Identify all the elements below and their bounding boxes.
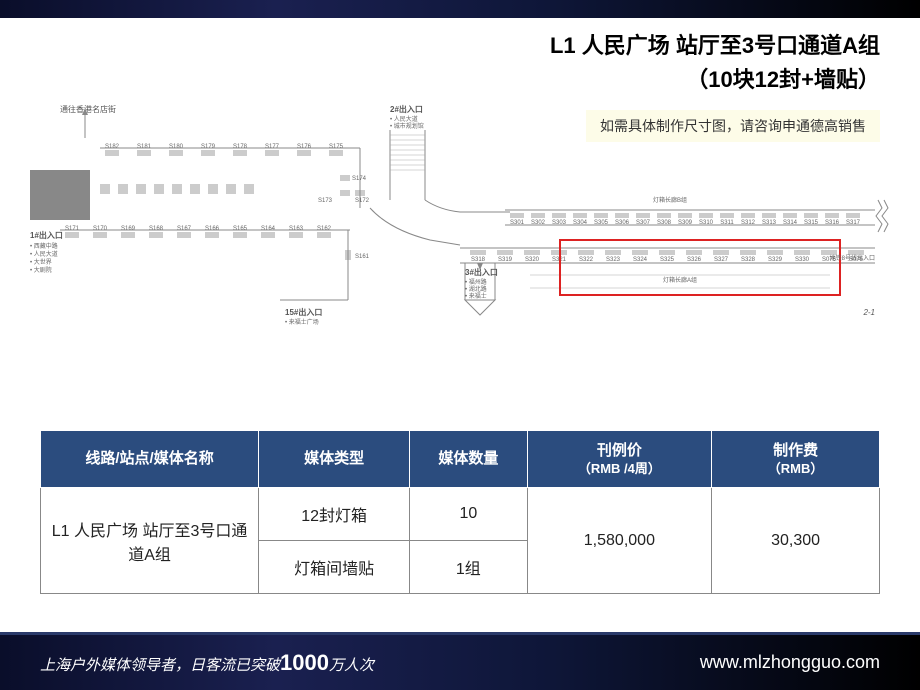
cell-qty2: 1组 (410, 541, 527, 594)
svg-text:S167: S167 (177, 226, 192, 232)
svg-text:S166: S166 (205, 226, 220, 232)
svg-text:S169: S169 (121, 226, 136, 232)
cell-type2: 灯箱间墙贴 (259, 541, 410, 594)
svg-text:S329: S329 (768, 257, 783, 263)
svg-text:S316: S316 (825, 220, 840, 226)
exit2-label: 2#出入口 (390, 104, 423, 114)
page-marker: 2-1 (862, 308, 875, 317)
svg-text:S168: S168 (149, 226, 164, 232)
th-qty: 媒体数量 (410, 431, 527, 488)
svg-text:S311: S311 (720, 220, 734, 226)
svg-text:S181: S181 (137, 144, 152, 150)
svg-text:S326: S326 (687, 257, 702, 263)
line8-label: 地铁8号线出入口 (830, 254, 875, 262)
svg-text:S305: S305 (594, 220, 609, 226)
top-gradient (0, 0, 920, 18)
footer: 上海户外媒体领导者，日客流已突破1000万人次 www.mlzhongguo.c… (0, 632, 920, 690)
svg-text:• 大世界: • 大世界 (30, 258, 52, 266)
title-line1: L1 人民广场 站厅至3号口通道A组 (550, 28, 880, 60)
cell-type1: 12封灯箱 (259, 488, 410, 541)
cell-qty1: 10 (410, 488, 527, 541)
slide-title: L1 人民广场 站厅至3号口通道A组 （10块12封+墙贴） (550, 28, 880, 94)
svg-text:S170: S170 (93, 226, 108, 232)
cell-fee: 30,300 (712, 488, 880, 594)
svg-text:S303: S303 (552, 220, 567, 226)
svg-text:S315: S315 (804, 220, 819, 226)
svg-text:S325: S325 (660, 257, 675, 263)
exit1-label: 1#出入口 (30, 230, 63, 240)
footer-url: www.mlzhongguo.com (700, 652, 880, 673)
svg-text:S309: S309 (678, 220, 693, 226)
svg-text:S172: S172 (355, 198, 370, 204)
svg-text:S165: S165 (233, 226, 248, 232)
svg-text:S175: S175 (329, 144, 344, 150)
th-fee: 制作费（RMB） (712, 431, 880, 488)
svg-text:S318: S318 (471, 257, 486, 263)
exit3-label: 3#出入口 (465, 267, 498, 277)
svg-text:S163: S163 (289, 226, 304, 232)
svg-text:S180: S180 (169, 144, 184, 150)
corridor-b-label: 灯箱长廊B组 (653, 196, 687, 204)
svg-text:• 城市规划馆: • 城市规划馆 (390, 122, 424, 130)
svg-text:S320: S320 (525, 257, 540, 263)
svg-text:S177: S177 (265, 144, 280, 150)
exit2-stairs (390, 130, 425, 200)
svg-text:S306: S306 (615, 220, 630, 226)
svg-text:• 大剧院: • 大剧院 (30, 266, 52, 274)
svg-text:S301: S301 (510, 220, 525, 226)
svg-text:S174: S174 (352, 176, 367, 182)
svg-text:• 来福士广场: • 来福士广场 (285, 318, 319, 326)
svg-text:• 来福士: • 来福士 (465, 292, 487, 300)
svg-text:S323: S323 (606, 257, 621, 263)
svg-text:S164: S164 (261, 226, 276, 232)
svg-text:S319: S319 (498, 257, 513, 263)
svg-text:S330: S330 (795, 257, 810, 263)
svg-text:S178: S178 (233, 144, 248, 150)
svg-text:S304: S304 (573, 220, 588, 226)
svg-text:• 人民大道: • 人民大道 (390, 115, 418, 123)
block-left (30, 170, 90, 220)
th-type: 媒体类型 (259, 431, 410, 488)
svg-text:S327: S327 (714, 257, 729, 263)
svg-text:S162: S162 (317, 226, 332, 232)
exit1-sub1: • 西藏中路 (30, 242, 58, 250)
svg-text:S308: S308 (657, 220, 672, 226)
svg-text:S314: S314 (783, 220, 798, 226)
svg-text:S182: S182 (105, 144, 120, 150)
svg-text:S310: S310 (699, 220, 714, 226)
svg-text:S179: S179 (201, 144, 216, 150)
svg-text:S307: S307 (636, 220, 651, 226)
svg-text:• 湖北路: • 湖北路 (465, 285, 487, 293)
floor-diagram: 通往香港名店街 S182 S181 S180 S179 S178 S177 S176 S175… (30, 100, 890, 380)
svg-text:S317: S317 (846, 220, 861, 226)
exit15-label: 15#出入口 (285, 307, 322, 317)
cell-price: 1,580,000 (527, 488, 712, 594)
pricing-table: 线路/站点/媒体名称 媒体类型 媒体数量 刊例价（RMB /4周） 制作费（RM… (40, 430, 880, 594)
svg-text:S161: S161 (355, 254, 370, 260)
th-route: 线路/站点/媒体名称 (41, 431, 259, 488)
svg-text:• 福州路: • 福州路 (465, 278, 487, 286)
svg-text:S173: S173 (318, 198, 333, 204)
title-line2: （10块12封+墙贴） (550, 62, 880, 94)
th-price: 刊例价（RMB /4周） (527, 431, 712, 488)
svg-text:S328: S328 (741, 257, 756, 263)
svg-text:S312: S312 (741, 220, 756, 226)
svg-text:S176: S176 (297, 144, 312, 150)
svg-text:• 人民大道: • 人民大道 (30, 250, 58, 258)
svg-text:S324: S324 (633, 257, 648, 263)
corridor-a-label: 灯箱长廊A组 (663, 276, 697, 284)
svg-text:S171: S171 (65, 226, 80, 232)
cell-route: L1 人民广场 站厅至3号口通道A组 (41, 488, 259, 594)
label-hk-street: 通往香港名店街 (60, 104, 116, 114)
footer-tagline: 上海户外媒体领导者，日客流已突破1000万人次 (40, 650, 374, 676)
svg-text:S313: S313 (762, 220, 777, 226)
svg-text:S322: S322 (579, 257, 594, 263)
svg-text:S302: S302 (531, 220, 546, 226)
